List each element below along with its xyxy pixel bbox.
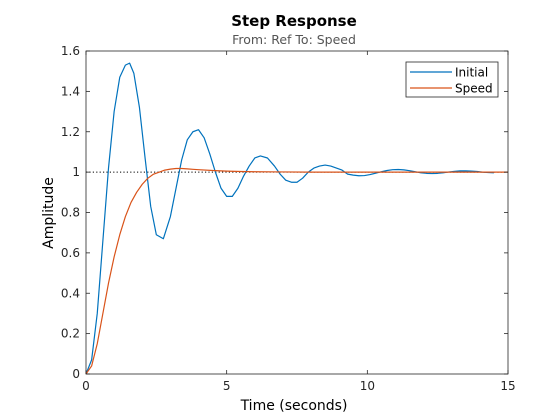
series-line-initial xyxy=(85,62,494,375)
chart-subtitle: From: Ref To: Speed xyxy=(232,32,356,47)
chart-title: Step Response xyxy=(231,12,357,30)
x-tick-label: 10 xyxy=(360,379,375,393)
y-tick-label: 1.4 xyxy=(61,84,80,98)
plot-area xyxy=(86,51,508,374)
legend-label-speed: Speed xyxy=(455,82,493,96)
x-tick-label: 15 xyxy=(500,379,515,393)
y-tick-label: 1.6 xyxy=(61,44,80,58)
legend-label-initial: Initial xyxy=(455,66,488,80)
legend[interactable]: Initial Speed xyxy=(405,61,499,98)
x-tick-label: 0 xyxy=(82,379,90,393)
y-tick-label: 0.8 xyxy=(61,206,80,220)
x-axis-label: Time (seconds) xyxy=(240,398,348,414)
y-axis-ticks: 0 0.2 0.4 0.6 0.8 1 1.2 1.4 1.6 xyxy=(61,44,508,381)
y-tick-label: 0.2 xyxy=(61,327,80,341)
y-tick-label: 0 xyxy=(72,367,80,381)
legend-box xyxy=(405,61,499,98)
x-axis-ticks: 0 5 10 15 xyxy=(82,51,516,393)
y-tick-label: 1.2 xyxy=(61,125,80,139)
y-tick-label: 1 xyxy=(72,165,80,179)
y-tick-label: 0.4 xyxy=(61,286,80,300)
series-layer xyxy=(85,62,508,375)
series-line-speed xyxy=(85,167,508,375)
y-tick-label: 0.6 xyxy=(61,246,80,260)
y-axis-label: Amplitude xyxy=(41,177,57,249)
x-tick-label: 5 xyxy=(223,379,231,393)
